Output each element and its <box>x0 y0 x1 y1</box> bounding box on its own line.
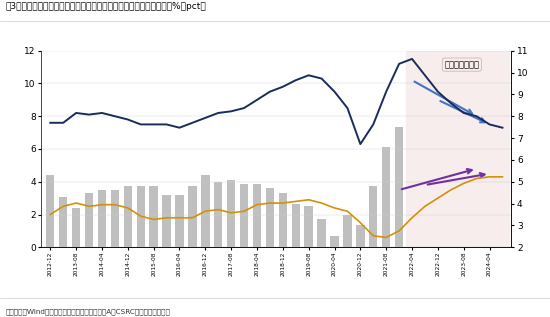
Bar <box>292 204 300 291</box>
Bar <box>343 215 351 291</box>
Bar <box>59 197 68 291</box>
Bar <box>124 186 132 291</box>
Bar <box>188 186 196 291</box>
Bar <box>175 195 184 291</box>
Bar <box>214 182 222 291</box>
Text: 本轮美联储加息: 本轮美联储加息 <box>444 60 479 69</box>
Bar <box>253 184 261 291</box>
Bar <box>498 265 507 291</box>
Bar <box>433 204 442 291</box>
Bar <box>111 191 119 291</box>
Bar <box>395 127 403 291</box>
Bar <box>240 184 248 291</box>
Bar <box>369 186 377 291</box>
Bar <box>72 208 80 291</box>
Bar <box>382 147 390 291</box>
Bar <box>317 219 326 291</box>
Bar <box>227 179 235 291</box>
Bar <box>136 186 145 291</box>
Bar <box>447 236 455 291</box>
Bar <box>405 51 509 247</box>
Bar <box>279 193 287 291</box>
Bar <box>485 215 494 291</box>
Bar <box>98 191 106 291</box>
Bar <box>85 193 94 291</box>
Bar <box>331 236 339 291</box>
Bar <box>408 127 416 291</box>
Bar <box>305 206 313 291</box>
Bar <box>266 188 274 291</box>
Bar <box>421 164 429 291</box>
Bar <box>472 236 481 291</box>
Bar <box>459 243 468 291</box>
Bar <box>356 225 365 291</box>
Text: 图3：美联储降息周期开启后，我国制造业投资回报或将提升（单位：%；pct）: 图3：美联储降息周期开启后，我国制造业投资回报或将提升（单位：%；pct） <box>6 2 206 10</box>
Bar <box>162 195 170 291</box>
Bar <box>46 175 54 291</box>
Text: 数据来源：Wind、东吴证券研究所；制造业适用A股CSRC制造业历史成分股: 数据来源：Wind、东吴证券研究所；制造业适用A股CSRC制造业历史成分股 <box>6 309 170 315</box>
Bar <box>201 175 210 291</box>
Bar <box>150 186 158 291</box>
